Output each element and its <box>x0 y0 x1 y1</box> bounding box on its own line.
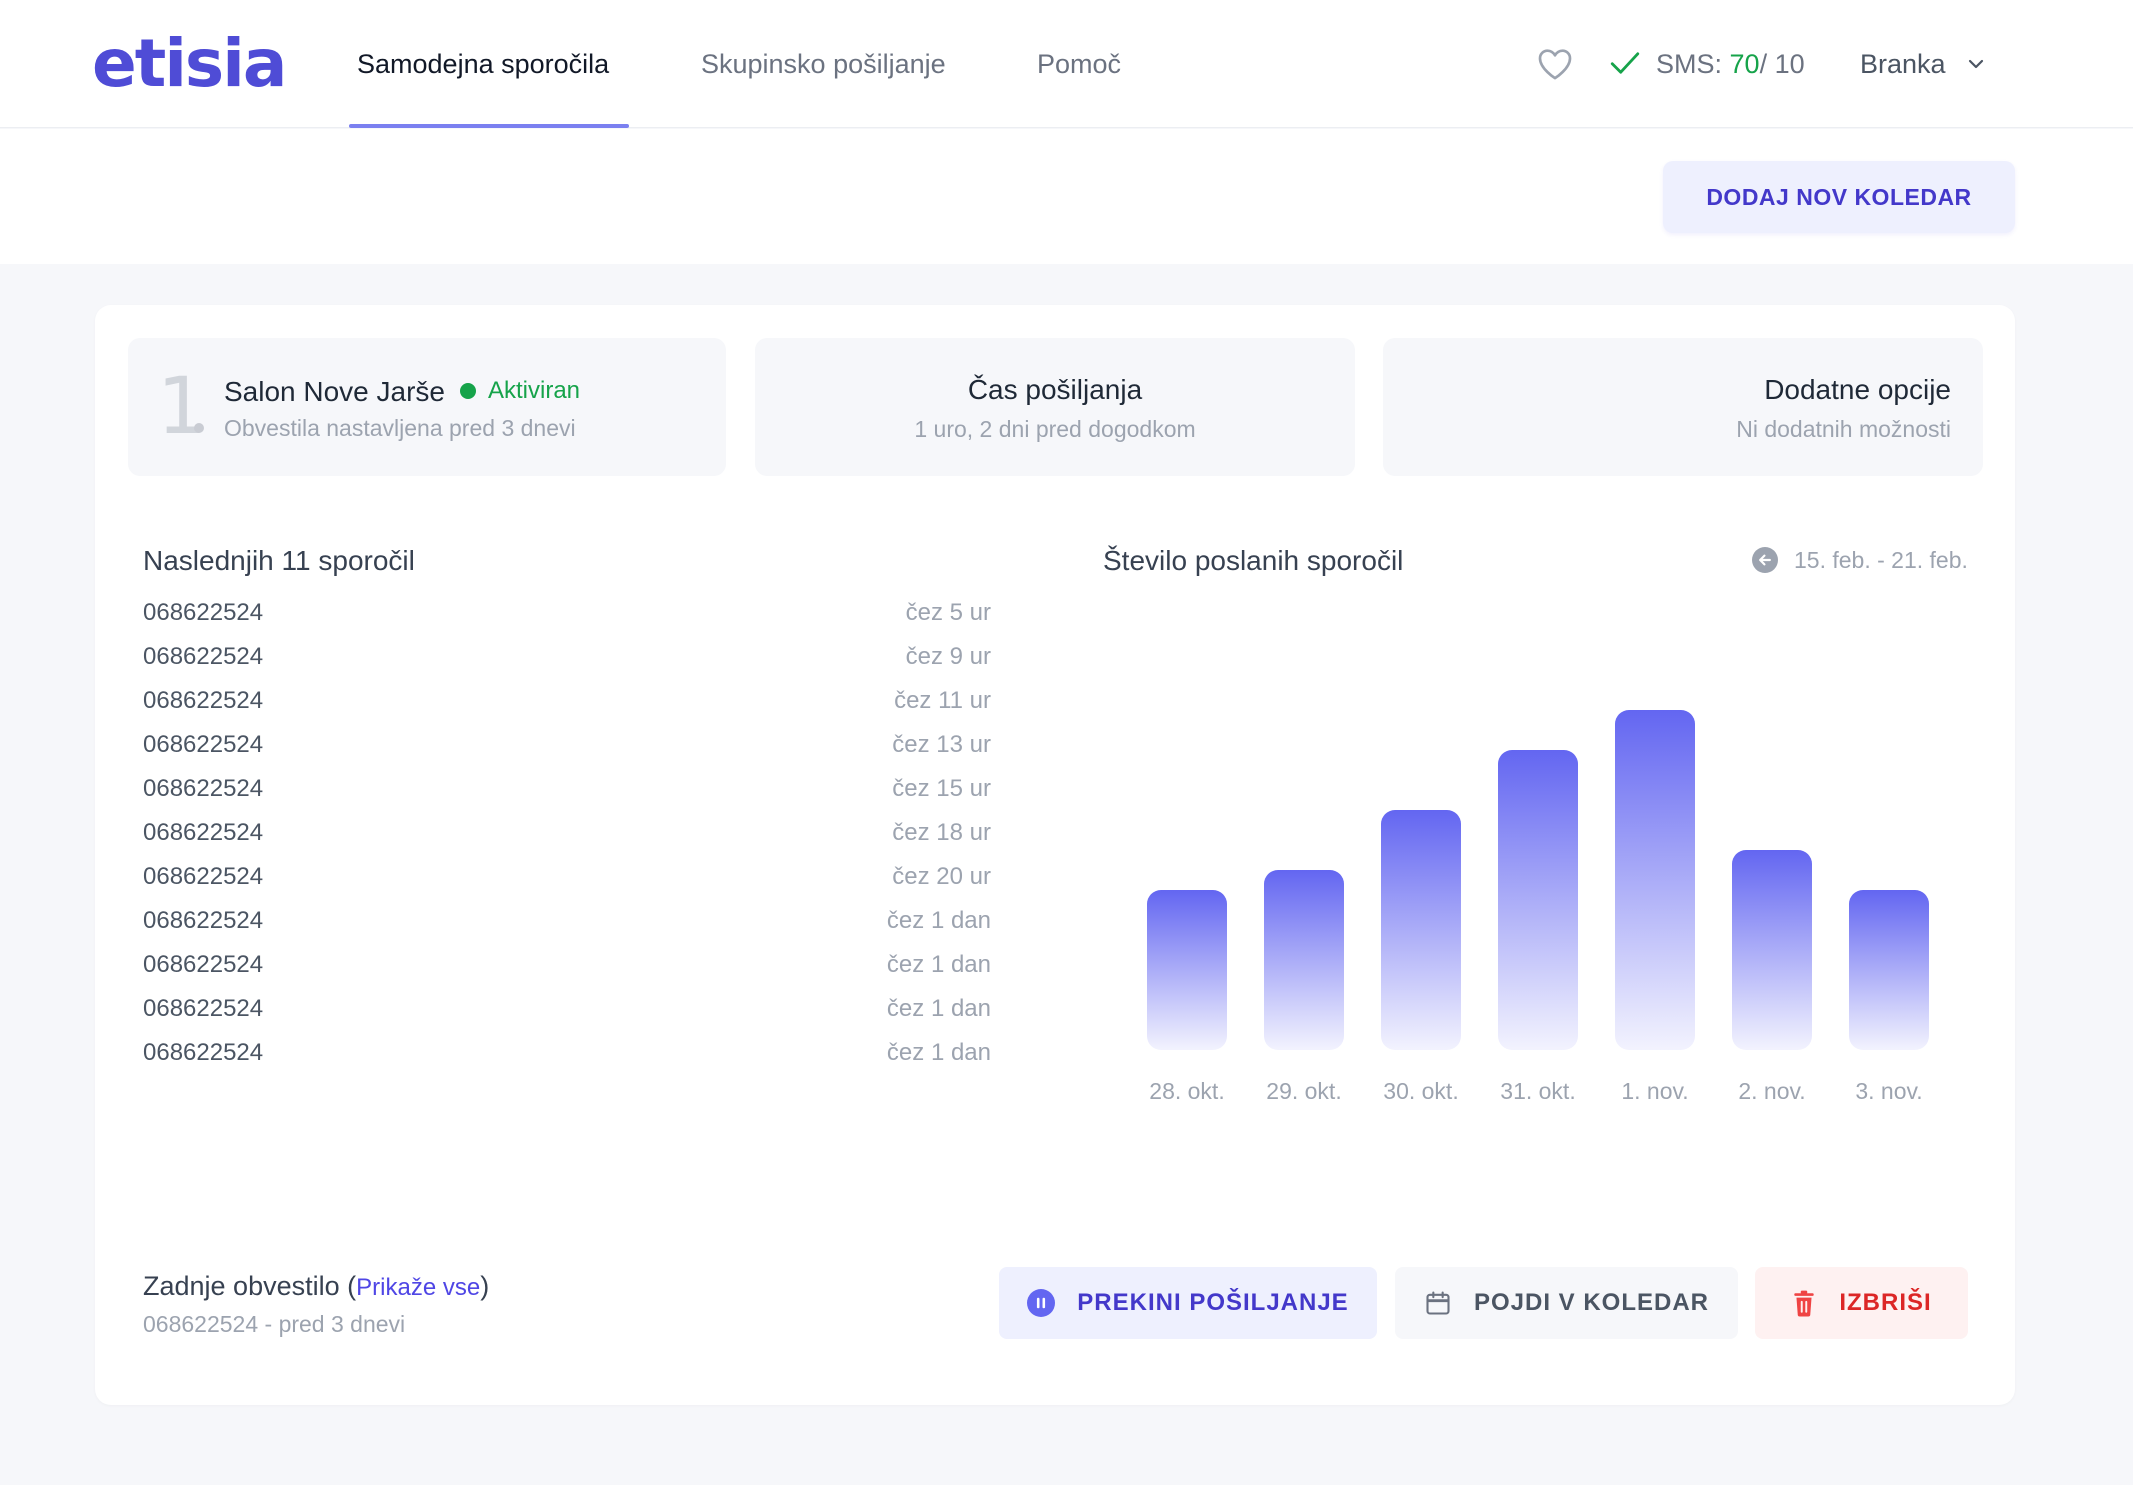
date-range-text: 15. feb. - 21. feb. <box>1794 547 1968 573</box>
extra-options-box[interactable] <box>1383 338 1983 476</box>
x-tick-label: 30. okt. <box>1383 1078 1458 1104</box>
chart-bar <box>1381 810 1461 1050</box>
calendar-subtitle: Obvestila nastavljena pred 3 dnevi <box>224 415 576 441</box>
pause-button-label: PREKINI POŠILJANJE <box>1077 1289 1349 1316</box>
delete-button-label: IZBRIŠI <box>1839 1289 1932 1316</box>
last-notice-detail: 068622524 - pred 3 dnevi <box>143 1311 406 1337</box>
chart-bar <box>1849 890 1929 1050</box>
arrow-left-circle-icon[interactable] <box>1752 547 1778 573</box>
sms-used: 70 <box>1729 49 1760 79</box>
message-time: čez 9 ur <box>905 643 991 670</box>
tab-skupinsko-posiljanje[interactable]: Skupinsko pošiljanje <box>701 49 946 79</box>
list-item: 068622524 čez 13 ur <box>143 727 991 763</box>
list-item: 068622524 čez 1 dan <box>143 903 991 939</box>
list-item: 068622524 čez 1 dan <box>143 1035 991 1071</box>
message-time: čez 1 dan <box>886 907 991 934</box>
message-phone: 068622524 <box>143 951 264 978</box>
message-time: čez 18 ur <box>892 819 991 846</box>
chart-bar <box>1615 710 1695 1050</box>
calendar-index: 1 <box>157 362 207 452</box>
heart-icon[interactable] <box>1535 44 1575 84</box>
list-item: 068622524 čez 11 ur <box>143 683 991 719</box>
message-phone: 068622524 <box>143 995 264 1022</box>
app-logo[interactable]: etisia <box>92 25 287 102</box>
message-time: čez 11 ur <box>894 687 991 714</box>
message-time: čez 1 dan <box>886 995 991 1022</box>
tab-samodejna-sporocila[interactable]: Samodejna sporočila <box>357 49 610 79</box>
list-item: 068622524 čez 5 ur <box>143 595 991 631</box>
pause-icon <box>1027 1289 1056 1317</box>
show-all-link[interactable]: Prikaže vse <box>356 1274 481 1301</box>
chart-bar <box>1147 890 1227 1050</box>
active-tab-indicator <box>349 124 629 128</box>
x-tick-label: 2. nov. <box>1738 1078 1805 1104</box>
sms-prefix: SMS: <box>1656 49 1730 79</box>
list-item: 068622524 čez 1 dan <box>143 947 991 983</box>
tab-pomoc[interactable]: Pomoč <box>1037 49 1122 79</box>
check-icon <box>1610 52 1640 74</box>
status-badge: Aktiviran <box>488 377 581 404</box>
messages-bar-chart: 28. okt. 29. okt. 30. okt. 31. okt. 1. nov. 2… <box>1147 710 1929 1104</box>
x-tick-label: 3. nov. <box>1855 1078 1922 1104</box>
message-time: čez 1 dan <box>886 1039 991 1066</box>
message-phone: 068622524 <box>143 775 264 802</box>
sms-counter: SMS: 70/ 10 <box>1656 44 1805 84</box>
message-phone: 068622524 <box>143 863 264 890</box>
message-time: čez 1 dan <box>886 951 991 978</box>
message-phone: 068622524 <box>143 731 264 758</box>
calendar-name: Salon Nove Jarše <box>224 376 446 407</box>
pause-sending-button[interactable]: PREKINI POŠILJANJE <box>999 1267 1377 1339</box>
list-item: 068622524 čez 9 ur <box>143 639 991 675</box>
message-phone: 068622524 <box>143 819 264 846</box>
message-phone: 068622524 <box>143 687 264 714</box>
last-notice-title: Zadnje obvestilo (Prikaže vse) <box>143 1266 489 1308</box>
last-notice-label: Zadnje obvestilo <box>143 1271 340 1301</box>
go-to-calendar-button[interactable]: POJDI V KOLEDAR <box>1395 1267 1738 1339</box>
extra-options-title: Dodatne opcije <box>1764 374 1951 405</box>
list-item: 068622524 čez 20 ur <box>143 859 991 895</box>
send-time-value: 1 uro, 2 dni pred dogodkom <box>914 416 1196 442</box>
message-time: čez 5 ur <box>905 599 991 626</box>
list-item: 068622524 čez 15 ur <box>143 771 991 807</box>
index-dot <box>194 423 204 433</box>
message-time: čez 20 ur <box>892 863 991 890</box>
x-tick-label: 1. nov. <box>1621 1078 1688 1104</box>
chart-title: Število poslanih sporočil <box>1103 545 1404 576</box>
calendar-info-box <box>128 338 726 476</box>
chart-bar <box>1732 850 1812 1050</box>
trash-icon <box>1794 1290 1815 1317</box>
date-range-selector[interactable]: 15. feb. - 21. feb. <box>1752 542 1978 578</box>
message-phone: 068622524 <box>143 643 264 670</box>
chart-bar <box>1264 870 1344 1050</box>
user-menu[interactable]: Branka <box>1860 49 1946 79</box>
message-phone: 068622524 <box>143 1039 264 1066</box>
upcoming-messages-title: Naslednjih 11 sporočil <box>143 545 415 576</box>
sms-total: / 10 <box>1759 49 1805 79</box>
list-item: 068622524 čez 1 dan <box>143 991 991 1027</box>
send-time-title: Čas pošiljanja <box>967 374 1143 405</box>
chart-bar <box>1498 750 1578 1050</box>
message-time: čez 15 ur <box>892 775 991 802</box>
calendar-button-label: POJDI V KOLEDAR <box>1473 1289 1710 1316</box>
add-calendar-button[interactable]: DODAJ NOV KOLEDAR <box>1663 161 2015 233</box>
message-phone: 068622524 <box>143 907 264 934</box>
x-tick-label: 31. okt. <box>1500 1078 1575 1104</box>
list-item: 068622524 čez 18 ur <box>143 815 991 851</box>
status-indicator-dot <box>460 383 476 399</box>
open-paren: ( <box>347 1271 357 1301</box>
calendar-icon <box>1426 1291 1450 1315</box>
x-tick-label: 29. okt. <box>1266 1078 1341 1104</box>
close-paren: ) <box>480 1271 490 1301</box>
extra-options-value: Ni dodatnih možnosti <box>1736 416 1951 442</box>
top-navigation-bar: etisia Samodejna sporočila Skupinsko poš… <box>0 0 2133 128</box>
send-time-box[interactable] <box>755 338 1355 476</box>
x-tick-label: 28. okt. <box>1149 1078 1224 1104</box>
message-phone: 068622524 <box>143 599 264 626</box>
chevron-down-icon[interactable] <box>1964 52 1988 76</box>
delete-button[interactable]: IZBRIŠI <box>1755 1267 1968 1339</box>
message-time: čez 13 ur <box>892 731 991 758</box>
